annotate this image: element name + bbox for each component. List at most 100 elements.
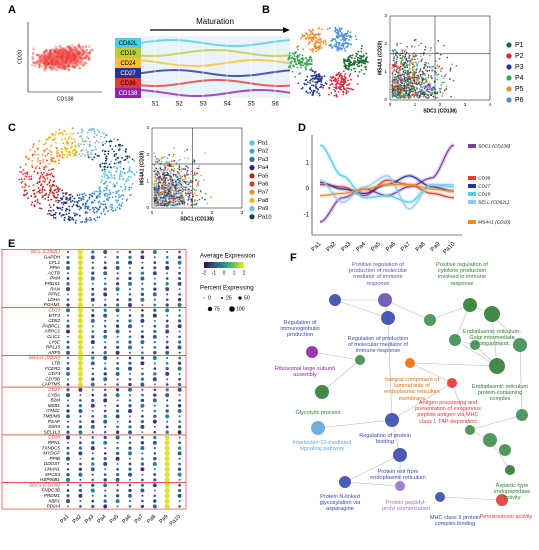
cell-point bbox=[167, 183, 170, 186]
cell-point bbox=[77, 132, 79, 135]
cell-point bbox=[348, 36, 351, 38]
cell-point bbox=[110, 174, 113, 177]
density-point bbox=[84, 61, 88, 64]
cell-point bbox=[358, 60, 361, 63]
x-tick-label: 2 bbox=[211, 210, 214, 215]
cell-point bbox=[440, 87, 442, 90]
cell-point bbox=[328, 93, 330, 96]
cell-point bbox=[395, 95, 397, 97]
cell-point bbox=[47, 209, 50, 212]
cell-point bbox=[172, 173, 175, 176]
cell-point bbox=[291, 61, 293, 63]
cell-point bbox=[397, 76, 400, 78]
density-point bbox=[62, 48, 66, 51]
cell-point bbox=[200, 191, 203, 193]
cell-point bbox=[392, 78, 394, 81]
cell-point bbox=[330, 76, 332, 79]
density-point bbox=[79, 60, 83, 64]
cell-point bbox=[296, 46, 299, 49]
legend-label: SELL (CD62L) bbox=[478, 199, 510, 205]
cell-point bbox=[419, 88, 421, 90]
cell-point bbox=[176, 187, 178, 190]
cell-point bbox=[160, 202, 162, 205]
expression-dot bbox=[153, 457, 157, 461]
cell-point bbox=[119, 160, 122, 163]
expression-dot bbox=[164, 445, 170, 451]
cell-point bbox=[404, 71, 407, 74]
cell-point bbox=[418, 78, 420, 80]
expression-dot bbox=[66, 467, 70, 471]
expression-dot bbox=[153, 261, 157, 264]
expression-dot bbox=[78, 404, 83, 408]
expression-dot bbox=[153, 277, 156, 280]
y-tick-label: 2 bbox=[384, 41, 387, 46]
cell-point bbox=[397, 97, 399, 99]
stage-label: S6 bbox=[271, 102, 279, 108]
cell-point bbox=[88, 197, 91, 200]
density-point bbox=[41, 58, 44, 61]
cell-point bbox=[335, 95, 338, 98]
cell-point bbox=[154, 169, 157, 172]
expression-dot bbox=[116, 335, 119, 338]
cell-point bbox=[61, 209, 63, 211]
cell-point bbox=[183, 203, 185, 206]
expression-dot bbox=[79, 441, 82, 445]
expression-dot bbox=[128, 467, 132, 471]
cell-point bbox=[28, 175, 30, 178]
legend-tick: 25 bbox=[226, 295, 232, 301]
expression-dot bbox=[66, 324, 70, 328]
cell-point bbox=[395, 61, 398, 63]
gene-label: ACTB bbox=[47, 270, 60, 275]
cell-point bbox=[432, 88, 434, 90]
expression-dot bbox=[115, 329, 120, 334]
cell-point bbox=[329, 44, 332, 47]
cell-point bbox=[180, 186, 182, 188]
cell-point bbox=[154, 192, 156, 195]
expression-dot bbox=[77, 350, 83, 356]
density-point bbox=[64, 58, 68, 62]
cell-point bbox=[169, 192, 171, 195]
density-point bbox=[47, 61, 51, 65]
cell-point bbox=[400, 62, 402, 64]
cell-point bbox=[63, 153, 66, 156]
expression-dot bbox=[153, 298, 156, 301]
cell-point bbox=[79, 206, 82, 209]
cell-point bbox=[50, 214, 53, 217]
cell-point bbox=[305, 65, 308, 67]
density-point bbox=[72, 63, 76, 67]
gene-label: PDIA4 bbox=[47, 504, 61, 509]
legend-label: Pa4 bbox=[258, 165, 269, 171]
cell-point bbox=[348, 63, 351, 66]
cell-point bbox=[410, 58, 412, 60]
cell-point bbox=[305, 61, 308, 64]
cell-point bbox=[347, 87, 350, 90]
axis-label: SDC1 (CD138) bbox=[180, 216, 214, 222]
density-point bbox=[32, 61, 35, 64]
expression-dot bbox=[153, 256, 156, 259]
cell-point bbox=[425, 61, 428, 64]
cell-point bbox=[449, 70, 452, 72]
expression-dot bbox=[91, 419, 95, 424]
cell-point bbox=[428, 69, 431, 72]
cell-point bbox=[181, 191, 183, 194]
cell-point bbox=[61, 198, 63, 201]
gene-label: CLIC1 bbox=[47, 334, 60, 339]
cell-point bbox=[112, 209, 114, 212]
cell-point bbox=[410, 86, 413, 89]
cell-point bbox=[318, 92, 320, 95]
cell-point bbox=[365, 52, 367, 55]
density-point bbox=[67, 62, 70, 66]
expression-dot bbox=[140, 467, 145, 472]
cell-point bbox=[28, 178, 31, 181]
expression-dot bbox=[129, 288, 131, 291]
expression-dot bbox=[104, 425, 107, 428]
cell-point bbox=[87, 218, 89, 221]
legend-tick: 50 bbox=[244, 295, 250, 301]
expression-dot bbox=[153, 414, 157, 418]
cell-point bbox=[171, 178, 173, 181]
cell-point bbox=[101, 131, 104, 134]
cell-point bbox=[57, 199, 60, 202]
cell-point bbox=[26, 158, 29, 160]
expression-dot bbox=[165, 277, 169, 280]
cell-point bbox=[341, 81, 344, 84]
